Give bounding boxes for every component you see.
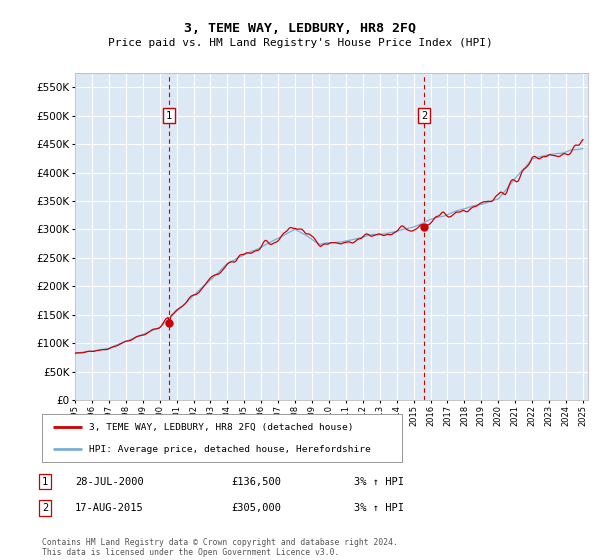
Text: 3% ↑ HPI: 3% ↑ HPI bbox=[354, 503, 404, 513]
Text: 1: 1 bbox=[166, 110, 172, 120]
Text: 2: 2 bbox=[42, 503, 48, 513]
Text: 3% ↑ HPI: 3% ↑ HPI bbox=[354, 477, 404, 487]
Text: 1: 1 bbox=[42, 477, 48, 487]
Text: 3, TEME WAY, LEDBURY, HR8 2FQ (detached house): 3, TEME WAY, LEDBURY, HR8 2FQ (detached … bbox=[89, 423, 353, 432]
Text: 17-AUG-2015: 17-AUG-2015 bbox=[75, 503, 144, 513]
Text: Price paid vs. HM Land Registry's House Price Index (HPI): Price paid vs. HM Land Registry's House … bbox=[107, 38, 493, 48]
Text: 28-JUL-2000: 28-JUL-2000 bbox=[75, 477, 144, 487]
Text: HPI: Average price, detached house, Herefordshire: HPI: Average price, detached house, Here… bbox=[89, 445, 371, 454]
Text: 3, TEME WAY, LEDBURY, HR8 2FQ: 3, TEME WAY, LEDBURY, HR8 2FQ bbox=[184, 22, 416, 35]
Text: £305,000: £305,000 bbox=[231, 503, 281, 513]
Text: 2: 2 bbox=[421, 110, 427, 120]
Text: Contains HM Land Registry data © Crown copyright and database right 2024.
This d: Contains HM Land Registry data © Crown c… bbox=[42, 538, 398, 557]
Text: £136,500: £136,500 bbox=[231, 477, 281, 487]
